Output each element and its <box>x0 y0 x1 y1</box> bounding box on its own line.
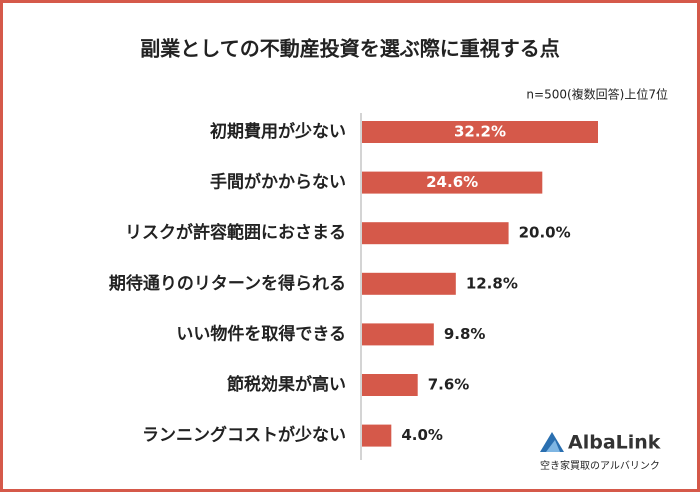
logo-icon <box>540 432 564 452</box>
bar <box>362 222 509 245</box>
bar <box>362 323 434 346</box>
category-label: 初期費用が少ない <box>210 121 346 142</box>
category-label: ランニングコストが少ない <box>142 425 346 446</box>
logo: AlbaLink 空き家買取のアルバリンク <box>540 432 661 472</box>
category-label: リスクが許容範囲におさまる <box>125 222 346 243</box>
value-label: 32.2% <box>454 123 506 141</box>
logo-name: AlbaLink <box>568 432 661 454</box>
chart-title: 副業としての不動産投資を選ぶ際に重視する点 <box>140 37 559 61</box>
category-label: 節税効果が高い <box>226 374 346 395</box>
category-label: いい物件を取得できる <box>176 323 346 344</box>
category-label: 期待通りのリターンを得られる <box>109 273 346 294</box>
logo-icon <box>546 440 560 452</box>
bar <box>362 121 598 143</box>
bar <box>362 424 392 447</box>
value-label: 24.6% <box>426 173 478 191</box>
logo-tagline: 空き家買取のアルバリンク <box>540 459 660 472</box>
bar <box>362 171 543 194</box>
subtitle: n=500(複数回答)上位7位 <box>526 87 668 102</box>
value-label: 20.0% <box>519 224 571 242</box>
value-label: 12.8% <box>466 274 518 292</box>
bar <box>362 272 456 295</box>
bar <box>362 374 418 396</box>
value-label: 7.6% <box>428 376 470 394</box>
value-label: 9.8% <box>444 325 486 343</box>
category-label: 手間がかからない <box>210 172 346 193</box>
value-label: 4.0% <box>401 426 443 444</box>
